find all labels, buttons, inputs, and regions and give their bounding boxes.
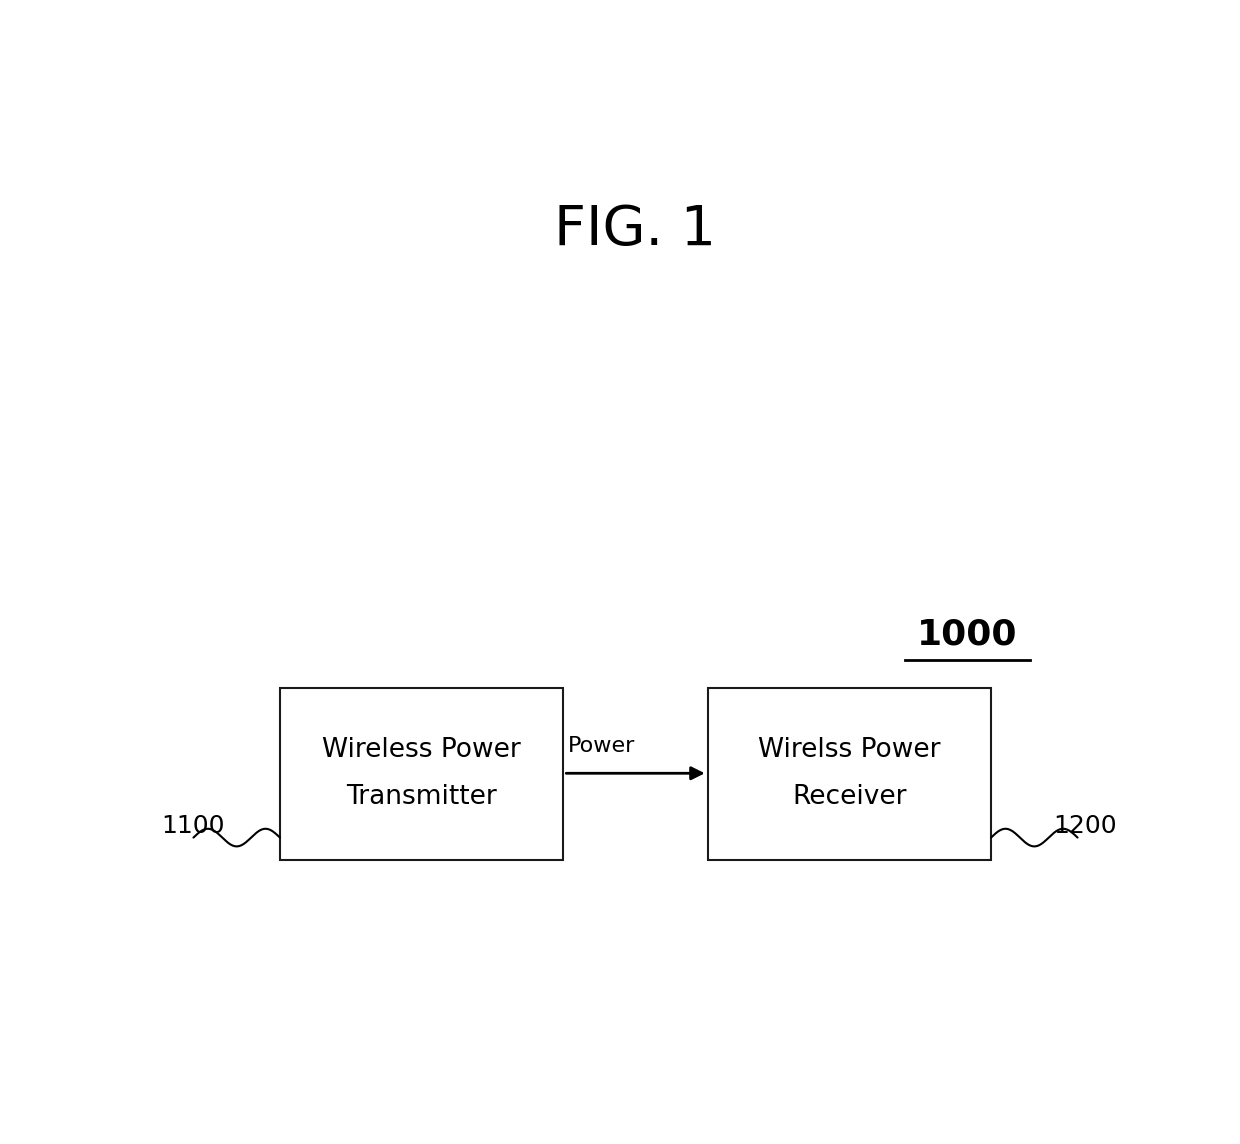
Text: 1100: 1100 xyxy=(161,815,226,839)
Text: 1000: 1000 xyxy=(916,618,1017,652)
Text: Transmitter: Transmitter xyxy=(346,785,497,810)
Text: Power: Power xyxy=(568,736,636,756)
Text: Wirelss Power: Wirelss Power xyxy=(758,737,941,763)
Text: Receiver: Receiver xyxy=(792,785,906,810)
Text: Wireless Power: Wireless Power xyxy=(322,737,521,763)
Text: 1200: 1200 xyxy=(1054,815,1117,839)
FancyBboxPatch shape xyxy=(280,688,563,859)
Text: FIG. 1: FIG. 1 xyxy=(554,202,717,256)
FancyBboxPatch shape xyxy=(708,688,991,859)
